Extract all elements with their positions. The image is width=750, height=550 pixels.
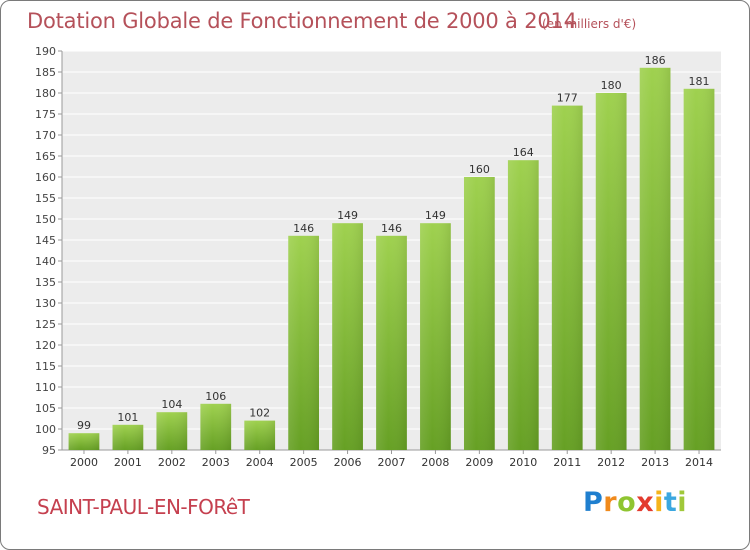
y-tick-label: 140 <box>35 255 56 268</box>
y-tick-label: 115 <box>35 360 56 373</box>
x-tick-label: 2014 <box>685 456 713 469</box>
x-tick-label: 2013 <box>641 456 669 469</box>
bar-value-label: 99 <box>77 419 91 432</box>
y-tick-label: 150 <box>35 213 56 226</box>
bar-shade <box>683 88 715 451</box>
bar-value-label: 146 <box>293 222 314 235</box>
y-tick-label: 135 <box>35 276 56 289</box>
y-tick-label: 95 <box>42 444 56 457</box>
bar-value-label: 104 <box>161 398 182 411</box>
bar-value-label: 149 <box>425 209 446 222</box>
x-tick-label: 2006 <box>334 456 362 469</box>
y-tick-label: 125 <box>35 318 56 331</box>
x-tick-label: 2000 <box>70 456 98 469</box>
y-tick-label: 105 <box>35 402 56 415</box>
bar-value-label: 106 <box>205 390 226 403</box>
bar-value-label: 186 <box>645 54 666 67</box>
bar-value-label: 164 <box>513 146 534 159</box>
x-tick-label: 2001 <box>114 456 142 469</box>
bar-value-label: 101 <box>117 411 138 424</box>
commune-name: SAINT-PAUL-EN-FORêT <box>37 495 250 519</box>
logo-letter: x <box>636 487 655 518</box>
x-tick-label: 2008 <box>421 456 449 469</box>
x-tick-label: 2010 <box>509 456 537 469</box>
bar-shade <box>551 105 583 450</box>
logo-letter: i <box>654 487 664 518</box>
chart-title: Dotation Globale de Fonctionnement de 20… <box>27 9 577 33</box>
bar-shade <box>244 420 276 450</box>
bar-shade <box>112 424 144 450</box>
bar-shade <box>463 177 495 450</box>
y-tick-label: 120 <box>35 339 56 352</box>
chart-subtitle: (en milliers d'€) <box>542 17 637 31</box>
bar-value-label: 160 <box>469 163 490 176</box>
bar-shade <box>639 67 671 451</box>
bar-shade <box>200 403 232 450</box>
x-tick-label: 2007 <box>378 456 406 469</box>
x-tick-label: 2011 <box>553 456 581 469</box>
y-tick-label: 180 <box>35 87 56 100</box>
y-tick-label: 165 <box>35 150 56 163</box>
bar-value-label: 177 <box>557 92 578 105</box>
y-tick-label: 100 <box>35 423 56 436</box>
bar-shade <box>332 223 363 450</box>
y-tick-label: 160 <box>35 171 56 184</box>
bar-value-label: 180 <box>601 79 622 92</box>
logo-letter: r <box>603 487 618 518</box>
x-tick-label: 2012 <box>597 456 625 469</box>
y-tick-label: 170 <box>35 129 56 142</box>
logo-letter: P <box>583 487 604 518</box>
y-tick-label: 185 <box>35 66 56 79</box>
bar-value-label: 181 <box>689 75 710 88</box>
bar-value-label: 149 <box>337 209 358 222</box>
logo-letter: i <box>677 487 688 518</box>
logo-letter: t <box>663 487 678 518</box>
proxiti-logo: Proxiti <box>583 487 687 518</box>
bar-shade <box>595 93 627 450</box>
y-tick-label: 145 <box>35 234 56 247</box>
bar-shade <box>420 223 451 450</box>
bar-shade <box>156 412 188 450</box>
x-tick-label: 2009 <box>465 456 493 469</box>
bar-value-label: 146 <box>381 222 402 235</box>
x-tick-label: 2005 <box>290 456 318 469</box>
x-tick-label: 2003 <box>202 456 230 469</box>
bar-value-label: 102 <box>249 407 270 420</box>
y-tick-label: 110 <box>35 381 56 394</box>
bar-shade <box>507 160 539 450</box>
bar-shade <box>68 433 100 450</box>
y-tick-label: 190 <box>35 45 56 58</box>
logo-letter: o <box>617 487 637 518</box>
bar-shade <box>376 235 407 450</box>
y-tick-label: 155 <box>35 192 56 205</box>
x-tick-label: 2004 <box>246 456 274 469</box>
bar-shade <box>288 235 320 450</box>
y-tick-label: 175 <box>35 108 56 121</box>
y-tick-label: 130 <box>35 297 56 310</box>
x-tick-label: 2002 <box>158 456 186 469</box>
